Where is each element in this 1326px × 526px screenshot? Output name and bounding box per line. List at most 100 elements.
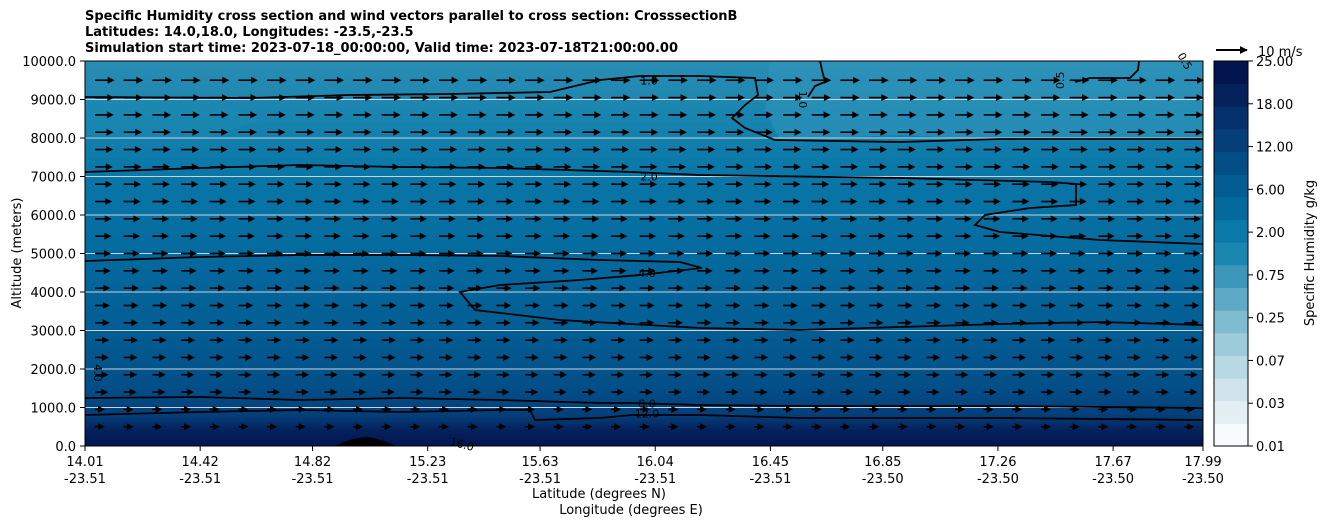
y-tick-label: 3000.0 (31, 325, 77, 340)
wind-vector (152, 319, 167, 327)
wind-vector (439, 353, 453, 361)
wind-vector (955, 267, 971, 275)
colorbar-segment (1214, 151, 1248, 175)
wind-vector (324, 232, 341, 240)
wind-vector (181, 284, 197, 292)
wind-vector (410, 215, 428, 223)
plot-area: 1.00.51.00.52.04.04.08.012.016.0 (84, 50, 1204, 454)
wind-vector (496, 163, 515, 171)
wind-vector (611, 111, 630, 119)
colorbar-segment (1214, 287, 1248, 311)
wind-vector (1098, 319, 1113, 327)
wind-vector (1012, 250, 1029, 257)
wind-vector (1155, 405, 1166, 413)
wind-vector (1127, 215, 1144, 223)
wind-vector (1069, 163, 1088, 171)
wind-vector (324, 250, 341, 257)
wind-vector (611, 215, 628, 223)
wind-vector (697, 128, 716, 136)
wind-vector (353, 250, 370, 257)
wind-vector (525, 215, 542, 223)
wind-vector (1041, 284, 1057, 292)
wind-vector (840, 232, 857, 240)
wind-vector (639, 111, 659, 119)
wind-vector (639, 405, 650, 413)
wind-vector (783, 94, 803, 102)
wind-vector (439, 336, 454, 344)
colorbar-segment (1214, 355, 1248, 379)
wind-vector (840, 94, 860, 102)
wind-vector (926, 232, 943, 240)
wind-vector (95, 198, 113, 206)
wind-vector (152, 111, 172, 119)
wind-vector (582, 267, 599, 275)
wind-vector (869, 232, 886, 240)
wind-vector (1127, 371, 1141, 379)
wind-vector (1127, 388, 1141, 396)
wind-vector (840, 146, 859, 154)
wind-vector (697, 163, 715, 171)
wind-vector (238, 284, 254, 292)
wind-vector (209, 250, 226, 257)
wind-vector (1184, 250, 1201, 257)
x-tick-label-lat: 14.01 (66, 455, 103, 470)
wind-vector (1184, 111, 1204, 119)
wind-vector (754, 215, 772, 223)
wind-vector (238, 232, 255, 240)
wind-vector (725, 198, 743, 206)
wind-vector (295, 423, 306, 431)
wind-vector (1155, 371, 1170, 379)
wind-vector (926, 267, 943, 275)
wind-vector (439, 198, 457, 206)
wind-vector (869, 301, 884, 309)
y-tick-label: 5000.0 (31, 248, 77, 263)
wind-vector (525, 371, 539, 379)
colorbar-segment (1214, 310, 1248, 334)
wind-vector (897, 336, 912, 344)
wind-vector (181, 146, 200, 154)
wind-vector (381, 405, 392, 413)
wind-vector (496, 405, 507, 413)
wind-vector (1041, 353, 1055, 361)
wind-vector (353, 146, 372, 154)
wind-vector (725, 371, 740, 379)
wind-vector (95, 111, 114, 119)
wind-vector (152, 76, 172, 84)
y-tick-label: 10000.0 (22, 55, 76, 70)
wind-vector (295, 405, 306, 413)
wind-vector (152, 94, 172, 102)
wind-vector (1184, 128, 1203, 136)
wind-vector (926, 388, 940, 396)
wind-vector (697, 405, 708, 413)
wind-vector (955, 405, 966, 413)
wind-vector (754, 94, 774, 102)
colorbar-tick-label: 0.01 (1256, 440, 1285, 455)
wind-vector (181, 336, 196, 344)
humidity-surface-max (335, 437, 395, 446)
wind-vector (381, 336, 396, 344)
wind-vector (1069, 301, 1085, 309)
wind-vector (353, 405, 364, 413)
wind-vector (783, 163, 801, 171)
wind-vector (926, 146, 945, 154)
wind-vector (324, 180, 342, 188)
wind-vector (467, 371, 482, 379)
wind-vector (95, 94, 115, 102)
wind-vector (181, 423, 192, 431)
wind-vector (467, 267, 484, 275)
wind-vector (639, 336, 654, 344)
wind-vector (754, 405, 765, 413)
wind-vector (267, 284, 283, 292)
wind-vector (152, 198, 170, 206)
wind-vector (295, 388, 309, 396)
wind-vector (238, 146, 257, 154)
wind-vector (525, 128, 544, 136)
wind-vector (209, 284, 225, 292)
contour-label: 16.0 (448, 435, 475, 454)
wind-vector (611, 180, 629, 188)
wind-vector (783, 198, 801, 206)
wind-vector (123, 319, 139, 327)
wind-vector (267, 388, 281, 396)
x-tick-label-lat: 15.23 (409, 455, 446, 470)
wind-vector (553, 111, 573, 119)
